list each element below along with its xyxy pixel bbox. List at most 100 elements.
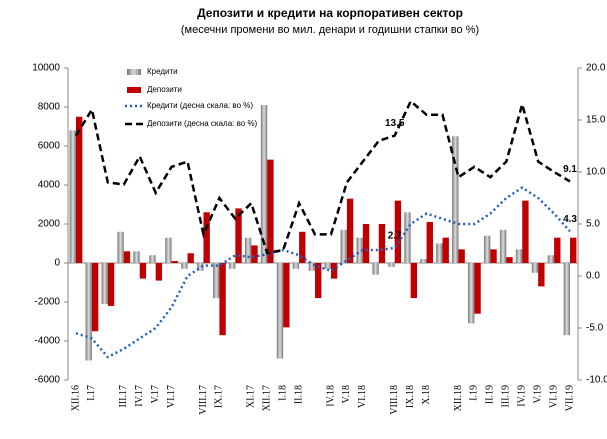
bar xyxy=(283,263,290,328)
x-tick-label: IV.18 xyxy=(325,385,336,407)
x-tick-label: X.18 xyxy=(421,385,432,405)
bar xyxy=(499,229,507,263)
bar xyxy=(228,263,236,269)
bar xyxy=(267,159,274,263)
bar xyxy=(394,200,402,263)
bar xyxy=(324,263,331,269)
bar xyxy=(69,130,76,263)
bar xyxy=(181,263,188,269)
x-tick-label: III.17 xyxy=(118,385,129,408)
bar xyxy=(260,105,268,263)
x-tick-label: II.18 xyxy=(293,385,304,404)
y-tick-label: 6000 xyxy=(38,141,61,152)
x-tick-label: IX.18 xyxy=(405,385,416,408)
line-series xyxy=(75,186,571,359)
bar xyxy=(483,235,491,263)
y-tick-label: 2000 xyxy=(38,219,61,230)
x-tick-label: V.19 xyxy=(532,385,543,403)
bar xyxy=(171,261,178,263)
y2-tick-label: 15.0 xyxy=(586,115,606,126)
x-tick-label: VIII.18 xyxy=(389,385,400,415)
bar xyxy=(292,263,300,269)
bar xyxy=(404,212,411,263)
y2-tick-label: 10.0 xyxy=(586,167,606,178)
x-tick-label: V.18 xyxy=(341,385,352,403)
bar xyxy=(101,263,108,304)
bar xyxy=(458,249,465,263)
bar xyxy=(515,249,523,263)
bar xyxy=(420,259,427,263)
x-tick-label: VIII.17 xyxy=(198,385,209,415)
bar xyxy=(187,253,194,263)
y-tick-label: -6000 xyxy=(34,375,60,386)
bar xyxy=(244,237,252,263)
y-tick-label: 0 xyxy=(54,258,60,269)
bar xyxy=(308,263,316,271)
x-tick-label: IV.19 xyxy=(517,385,528,407)
chart-title: Депозити и кредити на корпоративен секто… xyxy=(197,6,463,20)
x-tick-label: IV.17 xyxy=(134,385,145,407)
chart-subtitle: (месечни промени во мил. денари и годишн… xyxy=(181,24,479,36)
bar xyxy=(197,263,204,271)
x-tick-label: II.19 xyxy=(485,385,496,404)
legend-swatch xyxy=(127,69,141,75)
x-tick-label: VI.18 xyxy=(357,385,368,408)
bar xyxy=(235,208,242,263)
x-tick-label: V.17 xyxy=(150,385,161,403)
x-tick-label: III.19 xyxy=(501,385,512,408)
bar xyxy=(149,255,156,263)
y-tick-label: 10000 xyxy=(32,63,60,74)
legend-swatch xyxy=(127,87,141,93)
bar xyxy=(299,231,306,263)
bar xyxy=(251,245,258,263)
bar xyxy=(346,198,354,263)
bar xyxy=(133,251,140,263)
bar xyxy=(426,222,433,263)
line-series xyxy=(74,99,571,255)
bar xyxy=(490,249,497,263)
y2-tick-label: -5.0 xyxy=(586,323,604,334)
bar xyxy=(315,263,322,299)
bar xyxy=(155,263,163,281)
bar xyxy=(442,237,449,263)
y-tick-label: -2000 xyxy=(34,297,60,308)
bar xyxy=(91,263,99,332)
x-tick-label: I.17 xyxy=(86,385,97,401)
bar xyxy=(340,229,347,263)
bar xyxy=(372,263,379,275)
bar xyxy=(474,263,481,314)
y-tick-label: -4000 xyxy=(34,336,60,347)
legend-label: Депозити xyxy=(147,85,182,94)
legend-label: Депозити (десна скала: во %) xyxy=(147,119,258,128)
bar xyxy=(203,212,210,263)
bar xyxy=(538,263,545,287)
data-label: 4.3 xyxy=(563,214,577,225)
bar xyxy=(123,251,131,263)
bar xyxy=(117,231,124,263)
bar xyxy=(276,263,284,359)
x-tick-label: VII.19 xyxy=(564,385,575,411)
bar xyxy=(378,224,386,263)
bar xyxy=(85,263,92,361)
x-tick-label: XII.16 xyxy=(70,385,81,411)
bar xyxy=(554,237,561,263)
legend-label: Кредити (десна скала: во %) xyxy=(147,101,253,110)
y2-tick-label: 5.0 xyxy=(586,219,600,230)
bar xyxy=(356,237,363,263)
x-tick-label: I.18 xyxy=(277,385,288,401)
y2-tick-label: -10.0 xyxy=(586,375,607,386)
bar xyxy=(139,263,147,279)
bar xyxy=(410,263,418,299)
bar xyxy=(362,224,370,263)
bar xyxy=(563,263,571,336)
data-label: 2.7 xyxy=(388,231,402,242)
y2-tick-label: 0.0 xyxy=(586,271,600,282)
bar xyxy=(213,263,220,299)
y-tick-label: 4000 xyxy=(38,180,61,191)
x-tick-label: IX.17 xyxy=(214,385,225,408)
x-tick-label: XII.17 xyxy=(262,385,273,411)
data-label: 9.1 xyxy=(563,164,577,175)
bar xyxy=(570,237,577,263)
bar xyxy=(107,263,115,306)
bar xyxy=(506,257,513,263)
